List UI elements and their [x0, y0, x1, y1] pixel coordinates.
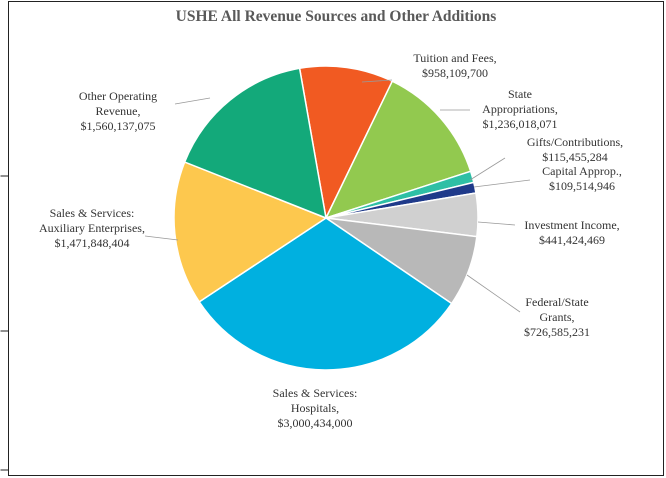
category-label: Capital Approp.,: [542, 164, 622, 178]
category-label: State Appropriations,: [482, 87, 558, 116]
value-label: $1,236,018,071: [482, 117, 558, 131]
value-label: $109,514,946: [549, 179, 615, 193]
pie-slice: [198, 217, 453, 371]
leader-lines: [144, 79, 531, 313]
category-label: Federal/State Grants,: [525, 295, 589, 324]
value-label: $958,109,700: [422, 66, 488, 80]
value-label: $441,424,469: [539, 233, 605, 247]
slice-label: State Appropriations, $1,236,018,071: [470, 87, 570, 132]
value-label: $115,455,284: [542, 150, 608, 164]
chart-title: USHE All Revenue Sources and Other Addit…: [175, 8, 497, 25]
value-label: $3,000,434,000: [277, 416, 353, 430]
pie-slice: [173, 161, 328, 303]
category-label: Sales & Services: Auxiliary Enterprises,: [39, 206, 145, 235]
leader-line: [144, 235, 179, 241]
slice-label: Gifts/Contributions, $115,455,284: [495, 135, 655, 165]
value-label: $726,585,231: [524, 325, 590, 339]
slice-label: Sales & Services: Auxiliary Enterprises,…: [37, 206, 147, 251]
slice-label: Tuition and Fees, $958,109,700: [375, 51, 535, 81]
slice-label: Capital Approp., $109,514,946: [502, 164, 662, 194]
pie-slice: [324, 80, 472, 220]
leader-line: [174, 97, 211, 105]
category-label: Investment Income,: [524, 218, 620, 232]
category-label: Sales & Services: Hospitals,: [272, 386, 358, 415]
pie-slice: [183, 67, 327, 220]
value-label: $1,471,848,404: [54, 236, 130, 250]
slice-label: Other Operating Revenue, $1,560,137,075: [63, 89, 173, 134]
category-label: Gifts/Contributions,: [526, 135, 624, 149]
category-label: Other Operating Revenue,: [78, 89, 158, 118]
slice-label: Sales & Services: Hospitals, $3,000,434,0…: [255, 386, 375, 431]
category-label: Tuition and Fees,: [413, 51, 497, 65]
leader-line: [466, 274, 521, 313]
slice-label: Investment Income, $441,424,469: [492, 218, 652, 248]
value-label: $1,560,137,075: [80, 119, 156, 133]
leader-line: [477, 221, 516, 226]
leader-line: [361, 79, 393, 83]
slice-label: Federal/State Grants, $726,585,231: [507, 295, 607, 340]
leader-line: [469, 157, 506, 181]
frame: [8, 1, 664, 476]
pie: [173, 65, 479, 371]
leader-line: [473, 179, 531, 188]
